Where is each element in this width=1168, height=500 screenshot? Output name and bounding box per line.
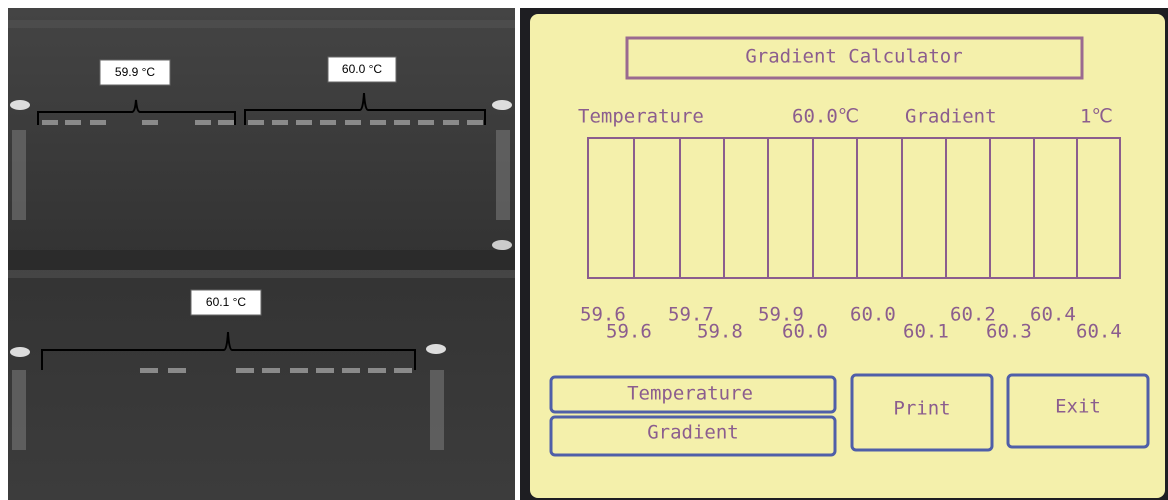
temperature-value: 59.8 [697, 321, 743, 343]
temperature-value: 60.1 [903, 321, 949, 343]
button-label[interactable]: Gradient [647, 422, 739, 444]
temperature-value: 60.0 [782, 321, 828, 343]
temperature-label: Temperature [578, 106, 704, 128]
temperature-value: 60.0 [850, 304, 896, 326]
gel-photo: 59.9 °C 60.0 °C 60.1 °C [8, 8, 515, 500]
gradient-label: Gradient [905, 106, 997, 128]
button-label[interactable]: Print [893, 398, 950, 420]
screen [530, 14, 1165, 498]
temperature-value: 59.6 [606, 321, 652, 343]
gel-label: 59.9 °C [115, 65, 155, 79]
button-label[interactable]: Temperature [627, 383, 753, 405]
gel-label: 60.1 °C [206, 295, 246, 309]
gel-label: 60.0 °C [342, 62, 382, 76]
figure: 59.9 °C 60.0 °C 60.1 °C Gradient Calcula… [0, 0, 1168, 500]
gradient-value: 1℃ [1080, 106, 1113, 128]
button-label[interactable]: Exit [1055, 396, 1101, 418]
lcd-screen: Gradient Calculator Temperature 60.0℃ Gr… [520, 8, 1168, 500]
temperature-value: 60.3 [986, 321, 1032, 343]
screen-title: Gradient Calculator [745, 46, 962, 68]
temperature-value: 60.0℃ [792, 106, 859, 128]
temperature-value: 60.4 [1076, 321, 1122, 343]
temperature-value: 60.4 [1030, 304, 1076, 326]
